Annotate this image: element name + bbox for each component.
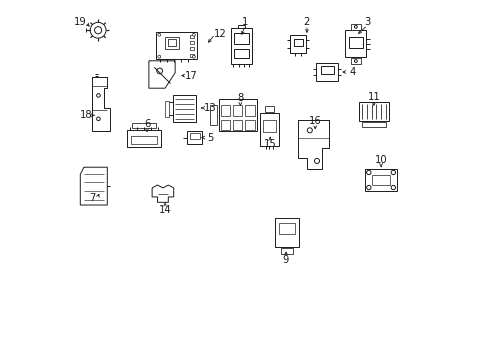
Circle shape: [354, 25, 357, 28]
Bar: [233, 105, 242, 116]
Text: 1: 1: [242, 17, 248, 27]
Bar: [351, 24, 361, 30]
Bar: [156, 32, 197, 59]
Bar: [274, 218, 299, 247]
Circle shape: [391, 185, 395, 190]
Bar: [210, 105, 217, 125]
Text: 6: 6: [144, 119, 150, 129]
Text: 10: 10: [375, 155, 388, 165]
Circle shape: [367, 170, 371, 175]
Bar: [263, 120, 276, 132]
Bar: [220, 105, 230, 116]
Bar: [187, 131, 202, 144]
Bar: [234, 49, 249, 58]
Bar: [316, 63, 338, 81]
Text: 18: 18: [79, 110, 92, 120]
Text: 2: 2: [304, 17, 310, 27]
Bar: [165, 37, 179, 49]
Circle shape: [193, 55, 196, 58]
Bar: [279, 223, 294, 234]
Circle shape: [391, 170, 395, 175]
Circle shape: [307, 128, 312, 133]
Bar: [365, 169, 397, 191]
Text: 12: 12: [214, 29, 227, 39]
Text: 7: 7: [89, 193, 95, 203]
Circle shape: [193, 33, 196, 36]
Circle shape: [90, 22, 106, 38]
Bar: [165, 100, 169, 117]
Text: 11: 11: [368, 92, 380, 102]
Text: 9: 9: [283, 255, 289, 265]
Bar: [190, 35, 195, 38]
Bar: [231, 28, 252, 64]
Text: 4: 4: [350, 67, 356, 77]
Text: 17: 17: [185, 71, 198, 81]
Bar: [345, 31, 367, 57]
Circle shape: [95, 27, 102, 34]
Bar: [220, 120, 230, 130]
Text: 14: 14: [159, 204, 171, 215]
Bar: [294, 39, 303, 45]
Text: 15: 15: [264, 139, 276, 149]
Bar: [127, 130, 161, 147]
Text: 13: 13: [203, 103, 216, 113]
Circle shape: [315, 158, 319, 163]
Bar: [131, 136, 157, 144]
Text: 3: 3: [364, 17, 370, 27]
Bar: [359, 102, 389, 121]
Bar: [190, 41, 195, 44]
Text: 5: 5: [208, 132, 214, 143]
Circle shape: [97, 94, 100, 97]
Bar: [234, 33, 249, 44]
Bar: [132, 123, 156, 128]
Bar: [351, 58, 361, 64]
Circle shape: [97, 117, 100, 121]
Bar: [372, 175, 390, 185]
Bar: [349, 37, 363, 48]
Bar: [219, 99, 257, 131]
Circle shape: [157, 68, 163, 74]
Bar: [281, 248, 293, 254]
Bar: [362, 122, 386, 127]
Bar: [320, 66, 334, 75]
Circle shape: [367, 185, 371, 190]
Bar: [245, 120, 254, 130]
Bar: [168, 40, 176, 46]
Circle shape: [158, 55, 161, 58]
Bar: [233, 120, 242, 130]
Bar: [260, 113, 279, 146]
Circle shape: [354, 59, 357, 62]
Bar: [190, 133, 199, 139]
Bar: [190, 54, 195, 57]
Bar: [245, 105, 254, 116]
Bar: [190, 47, 195, 50]
Bar: [173, 95, 196, 122]
Text: 8: 8: [237, 93, 244, 103]
Bar: [265, 106, 274, 112]
Bar: [291, 35, 306, 53]
Text: 19: 19: [74, 17, 87, 27]
Text: 16: 16: [309, 116, 321, 126]
Circle shape: [158, 33, 161, 36]
